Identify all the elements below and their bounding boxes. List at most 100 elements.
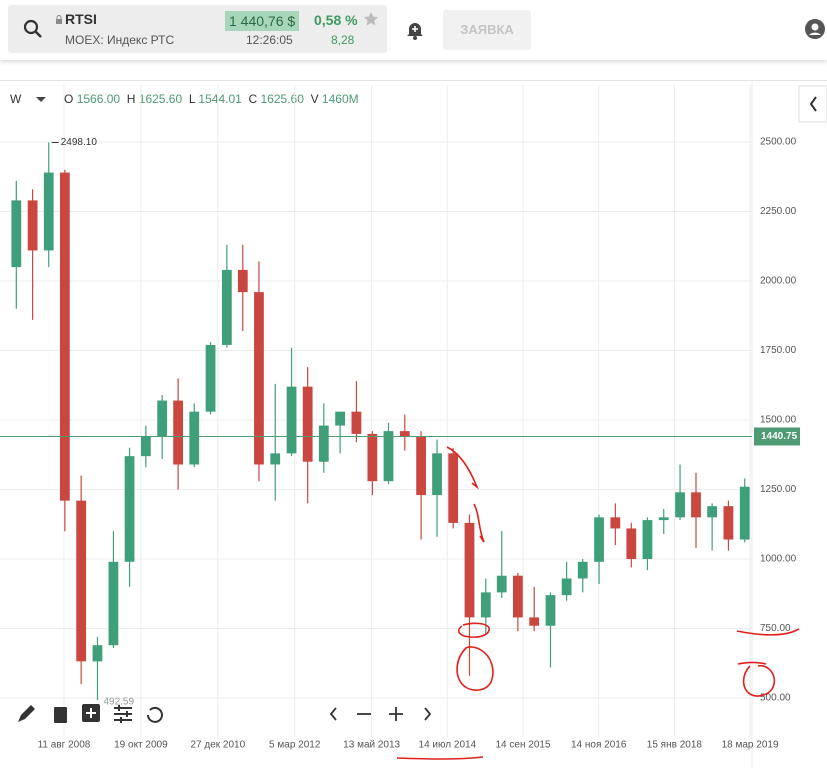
h-label: H <box>126 92 136 106</box>
y-tick-label: 1500.00 <box>760 415 797 426</box>
candle-body <box>577 561 588 579</box>
x-tick-label: 18 мар 2019 <box>722 740 779 751</box>
candle-body <box>318 425 329 462</box>
candle-body <box>723 506 734 540</box>
zoom-toolbar <box>329 707 432 721</box>
x-tick-label: 14 сен 2015 <box>496 740 551 751</box>
v-value: 1460M <box>321 92 359 106</box>
search-icon[interactable] <box>22 18 44 40</box>
price: 1 440,76 $ <box>225 11 300 31</box>
candle-body <box>302 386 313 462</box>
o-value: 1566.00 <box>76 92 121 106</box>
x-tick-label: 19 окт 2009 <box>114 740 168 751</box>
ticker-box[interactable]: RTSI MOEX: Индекс РТС 1 440,76 $ 12:26:0… <box>8 5 387 53</box>
candle-body <box>351 411 362 434</box>
favorite-star[interactable] <box>363 11 379 27</box>
time: 12:26:05 <box>246 33 293 47</box>
collapse-icon <box>809 96 817 112</box>
y-tick-label: 500.00 <box>760 693 791 704</box>
x-tick-label: 5 мар 2012 <box>269 740 321 751</box>
v-label: V <box>310 92 319 106</box>
x-tick-label: 15 янв 2018 <box>647 740 703 751</box>
o-label: O <box>64 92 74 106</box>
candle-body <box>642 520 653 560</box>
scroll-right[interactable] <box>424 707 432 721</box>
candle-body <box>205 344 216 412</box>
y-tick-label: 1000.00 <box>760 554 797 565</box>
top-bar: RTSI MOEX: Индекс РТС 1 440,76 $ 12:26:0… <box>0 0 827 60</box>
last-price-label: 1440.75 <box>761 431 798 442</box>
x-tick-label: 11 авг 2008 <box>38 740 91 751</box>
candle-body <box>286 386 297 454</box>
candle-body <box>480 592 491 618</box>
alert-bell[interactable] <box>404 19 426 41</box>
candle-body <box>108 561 119 646</box>
x-tick-label: 14 июл 2014 <box>419 740 477 751</box>
pencil-tool[interactable] <box>18 705 35 722</box>
y-tick-label: 750.00 <box>760 623 791 634</box>
candle-body <box>237 269 248 293</box>
y-tick-label: 2250.00 <box>760 206 797 217</box>
candle-body <box>221 269 232 345</box>
layers-tool[interactable] <box>54 707 67 723</box>
candle-body <box>367 433 378 482</box>
x-tick-label: 27 дек 2010 <box>190 740 245 751</box>
settings-tool[interactable] <box>114 705 132 723</box>
scroll-left[interactable] <box>329 707 337 721</box>
c-value: 1625.60 <box>260 92 304 106</box>
y-tick-label: 2000.00 <box>760 276 797 287</box>
last-price-box <box>754 427 800 446</box>
ticker: RTSI <box>65 11 97 27</box>
y-tick-label: 1750.00 <box>760 345 797 356</box>
candle-body <box>270 453 281 465</box>
c-label: C <box>248 92 258 106</box>
l-value: 1544.01 <box>198 92 242 106</box>
candle-body <box>594 517 604 562</box>
y-tick-label: 1250.00 <box>760 484 797 495</box>
candle-body <box>432 453 442 496</box>
interval-dropdown[interactable] <box>35 95 47 103</box>
candle-body <box>707 506 718 518</box>
candle-body <box>739 486 750 540</box>
reset-tool[interactable] <box>147 706 163 723</box>
candle-body <box>27 200 38 251</box>
candle-body <box>416 436 426 496</box>
candle-body <box>512 575 523 618</box>
profile-icon[interactable] <box>805 19 827 41</box>
candle-body <box>496 575 507 593</box>
candle-body <box>11 200 22 268</box>
candle-body <box>399 431 410 437</box>
chart: 500.00 750.00 1000.00 1250.00 1500.00 1750.00… <box>0 80 827 768</box>
change-pct: 0,58 % <box>314 12 358 28</box>
candle-body <box>189 411 200 465</box>
collapse-panel-button[interactable] <box>798 85 827 123</box>
exchange: MOEX: Индекс РТС <box>65 33 175 47</box>
interval[interactable]: W <box>10 92 22 106</box>
change: 8,28 <box>331 33 355 47</box>
low-label: 492.59 <box>103 697 134 708</box>
l-label: L <box>188 92 196 106</box>
drawing-toolbar <box>18 704 163 723</box>
candle-body <box>545 595 556 626</box>
candle-body <box>448 453 459 523</box>
candle-body <box>383 431 394 482</box>
high-label: 2498.10 <box>61 137 98 148</box>
candle-body <box>254 292 264 465</box>
candle-body <box>658 517 669 521</box>
candle-body <box>464 522 475 618</box>
candle-body <box>691 492 701 518</box>
order-button[interactable]: ЗАЯВКА <box>443 10 531 50</box>
candle-body <box>335 411 346 426</box>
candle-body <box>43 172 54 251</box>
h-value: 1625.60 <box>138 92 183 106</box>
x-tick-label: 13 май 2013 <box>343 740 400 751</box>
candle-body <box>157 400 168 437</box>
candle-body <box>626 528 637 560</box>
candle-body <box>124 456 135 562</box>
candle-body <box>59 172 70 501</box>
lock-icon <box>56 15 62 24</box>
candle-body <box>561 578 572 596</box>
y-tick-label: 2500.00 <box>760 137 797 148</box>
zoom-in[interactable] <box>389 707 403 721</box>
candle-body <box>140 436 151 457</box>
